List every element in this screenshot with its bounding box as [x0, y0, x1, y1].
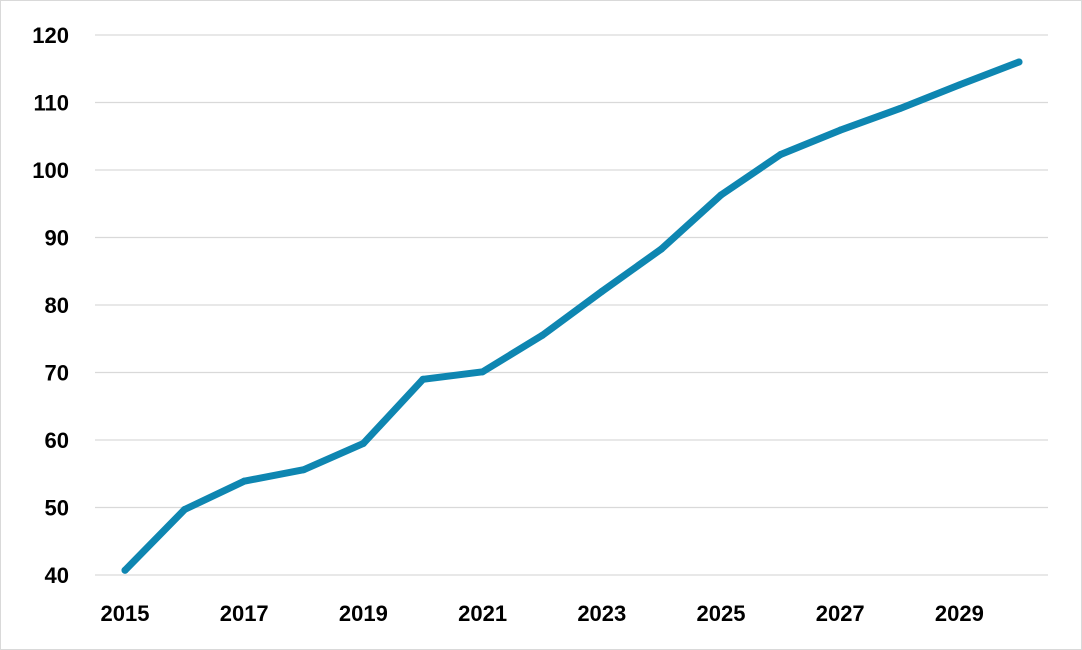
data-point-2016	[181, 506, 189, 514]
series-layer	[121, 58, 1023, 574]
y-tick-label: 90	[45, 226, 69, 251]
data-point-2022	[538, 331, 546, 339]
data-point-2024	[657, 245, 665, 253]
gridlines	[95, 34, 1048, 576]
data-point-2021	[479, 368, 487, 376]
data-point-2023	[598, 288, 606, 295]
y-tick-label: 70	[45, 361, 69, 386]
y-axis-ticks: 40 50 60 70 80 90 100 110 120	[32, 23, 69, 588]
x-tick-label: 2017	[220, 601, 269, 626]
series-line-0	[121, 58, 1023, 574]
y-tick-label: 50	[45, 496, 69, 521]
data-point-2028	[896, 105, 904, 113]
data-point-2025	[717, 191, 725, 199]
data-point-2020	[419, 375, 427, 383]
x-tick-label: 2019	[339, 601, 388, 626]
data-point-2026	[777, 150, 785, 158]
y-tick-label: 100	[32, 158, 69, 183]
data-point-2030	[1015, 58, 1023, 66]
data-point-2019	[359, 439, 367, 447]
y-tick-label: 60	[45, 428, 69, 453]
data-point-2029	[955, 81, 963, 89]
y-tick-label: 110	[34, 91, 70, 116]
y-tick-label: 120	[32, 23, 69, 48]
data-point-2027	[836, 126, 844, 134]
x-axis-ticks: 2015 2017 2019 2021 2023 2025 2027 2029	[101, 601, 984, 626]
x-tick-label: 2027	[816, 601, 865, 626]
x-tick-label: 2015	[101, 601, 150, 626]
data-point-2018	[300, 466, 308, 474]
x-tick-label: 2029	[935, 601, 984, 626]
x-tick-label: 2021	[458, 601, 507, 626]
y-tick-label: 40	[45, 563, 69, 588]
data-point-2015	[121, 566, 129, 574]
y-tick-label: 80	[45, 293, 69, 318]
data-point-2017	[240, 477, 248, 485]
x-tick-label: 2025	[697, 601, 746, 626]
x-tick-label: 2023	[577, 601, 626, 626]
